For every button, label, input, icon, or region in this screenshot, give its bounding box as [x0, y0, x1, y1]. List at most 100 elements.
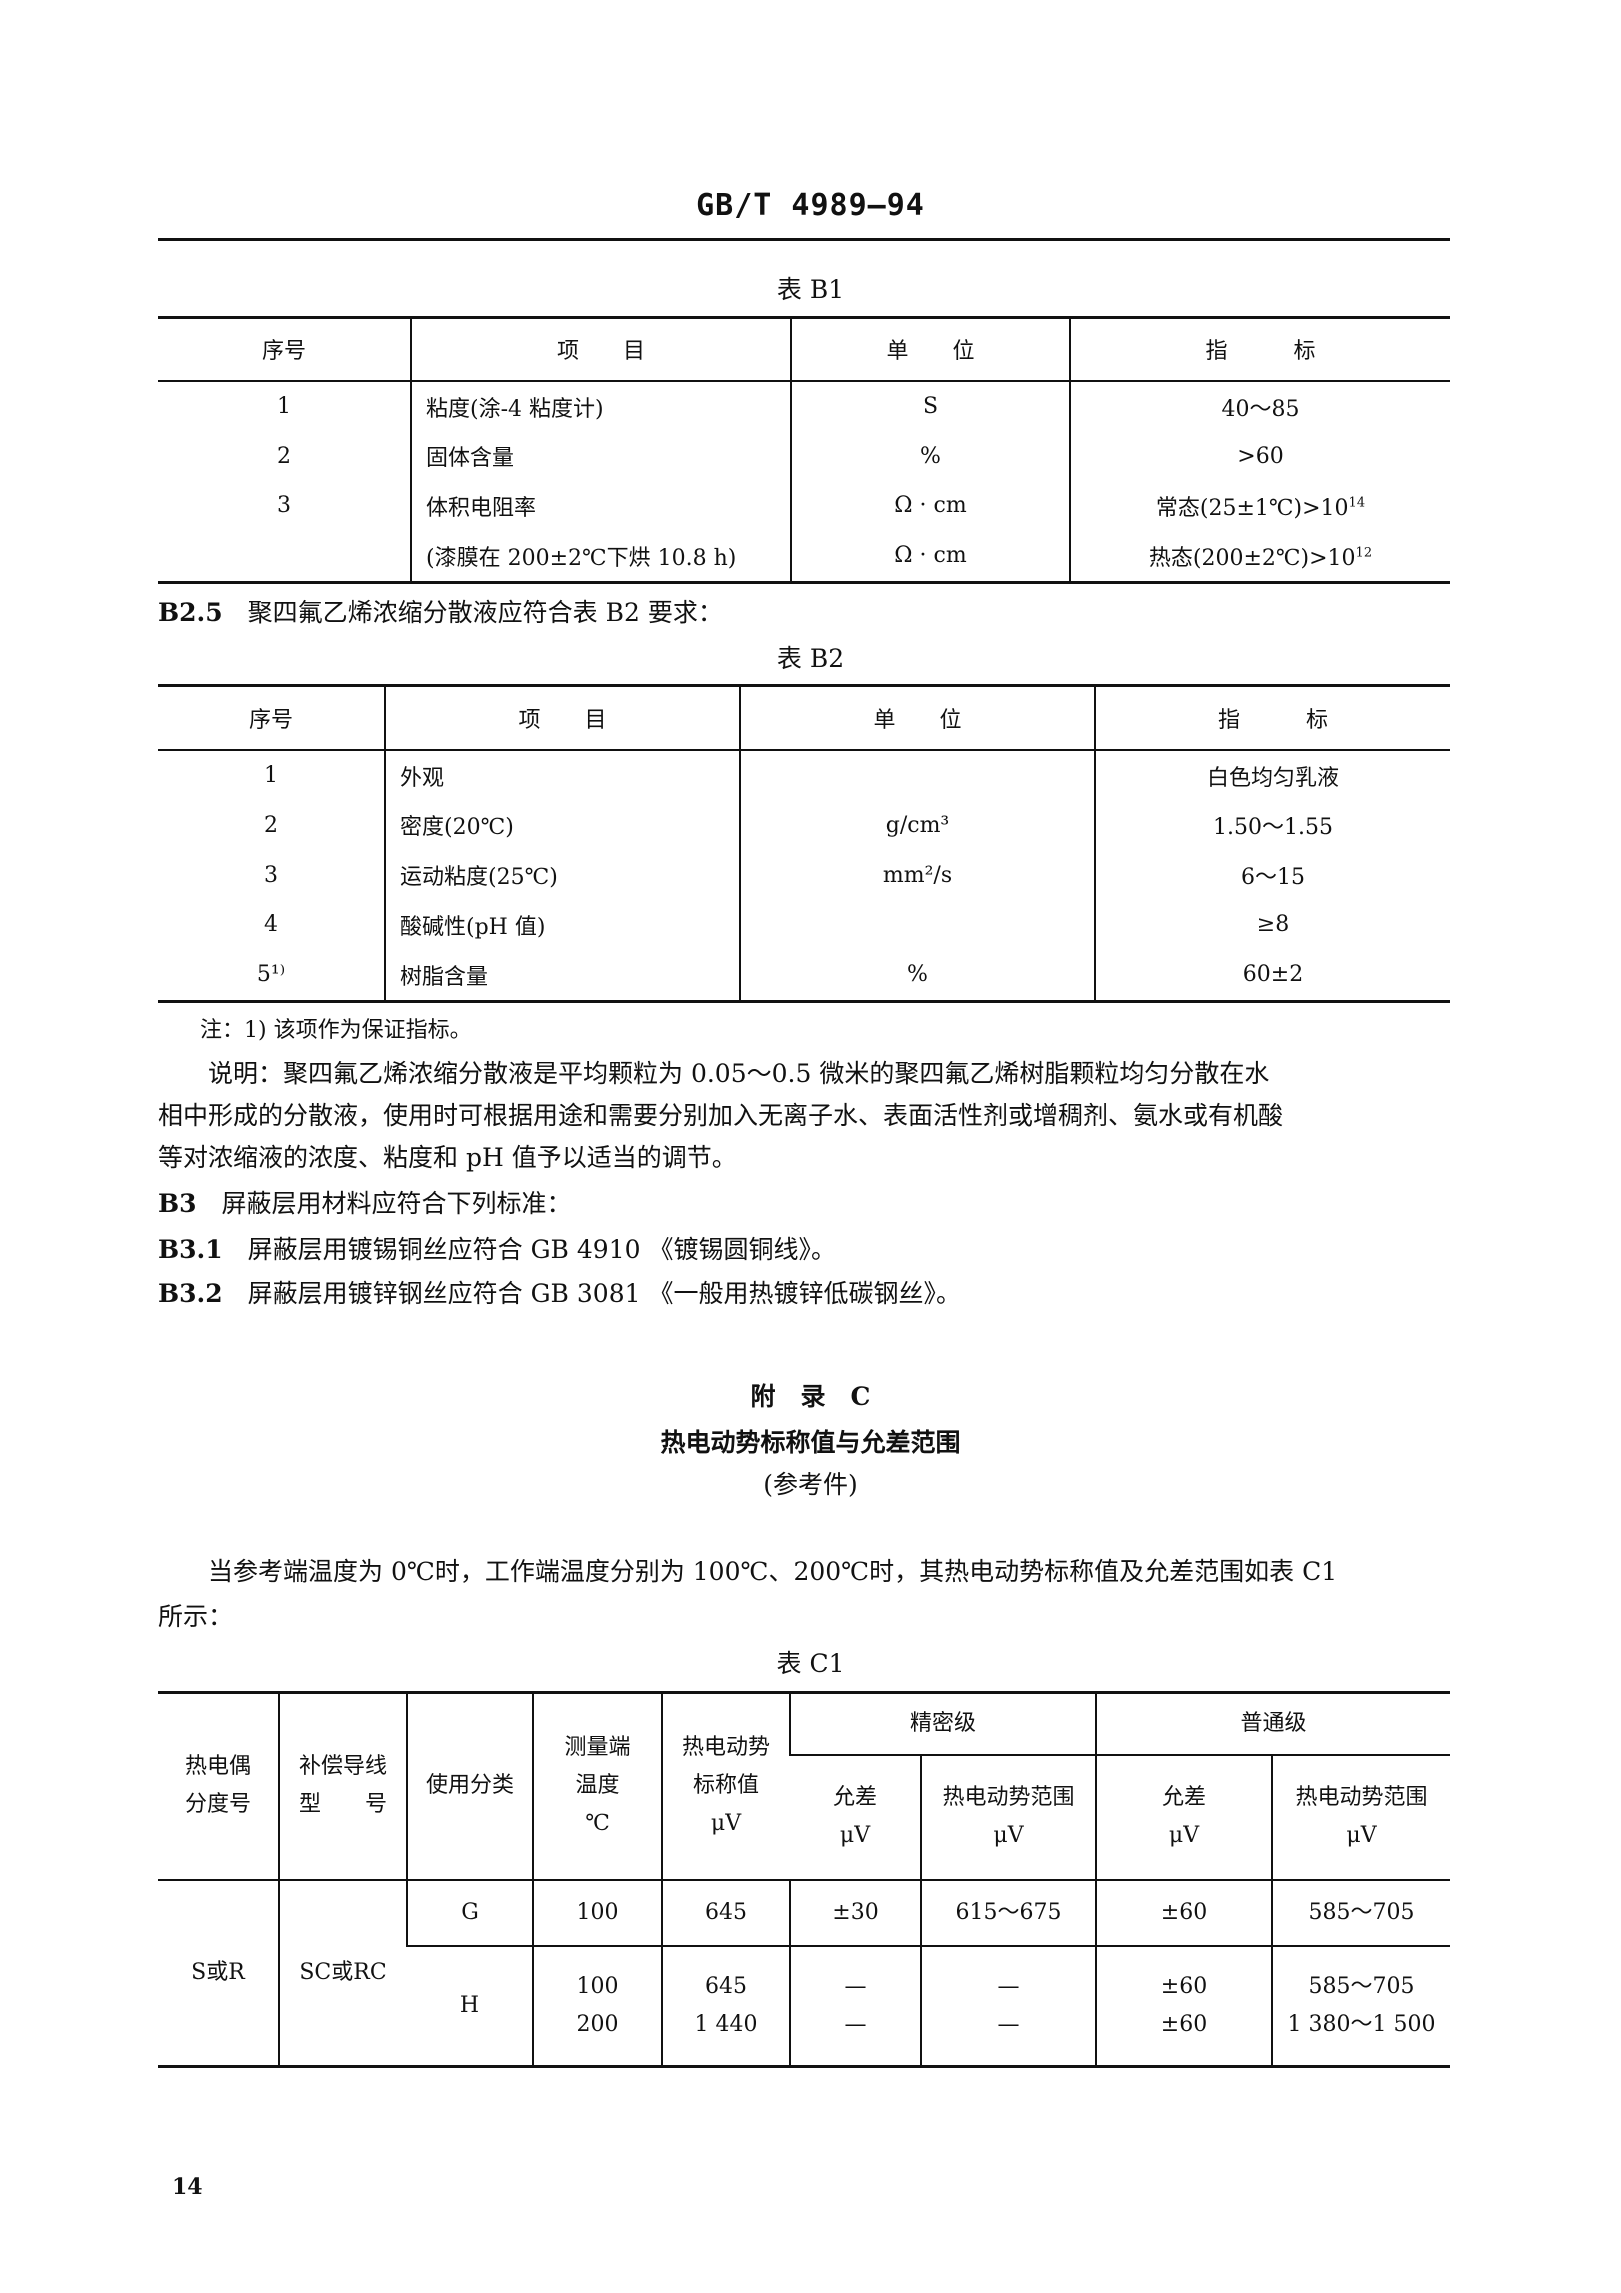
cell: 585～705	[1271, 1879, 1450, 1946]
table-b1: 序号项 目单 位指 标 1 粘度(涂-4 粘度计) S 40～85 2 固体含量% >60…	[158, 316, 1450, 584]
cell: 粘度(涂-4 粘度计)	[410, 380, 791, 432]
table-b2: 序号项 目单 位指 标 1 外观 白色均匀乳液 2 密度(20℃) g/cm³ 1.50～…	[158, 684, 1450, 1003]
clause-number: B3.2	[158, 1279, 223, 1308]
cell: 615～675	[920, 1879, 1096, 1946]
table-b1-caption: 表 B1	[776, 275, 845, 304]
col-header-range: 热电动势范围 μV	[1271, 1754, 1450, 1881]
col-header-normal: 普通级	[1095, 1692, 1450, 1756]
appendix-title: 热电动势标称值与允差范围	[660, 1428, 961, 1457]
col-header-wire: 补偿导线型 号	[278, 1692, 407, 1881]
clause-number: B2.5	[158, 598, 223, 627]
value-text: 常态(25±1℃)>10	[1155, 495, 1349, 521]
col-header: 单 位	[739, 685, 1095, 751]
cell: 2	[264, 812, 278, 838]
cell: 585～705 1 380～1 500	[1271, 1945, 1450, 2067]
cell: Ω · cm	[790, 530, 1070, 583]
cell: 100	[532, 1879, 662, 1946]
cell: 体积电阻率	[410, 481, 791, 531]
clause-b3: B3 屏蔽层用材料应符合下列标准：	[158, 1183, 1450, 1225]
table-b2-caption: 表 B2	[776, 644, 845, 673]
table-row: 1 外观 白色均匀乳液	[158, 749, 1450, 801]
cell: 645	[661, 1879, 790, 1946]
cell: 40～85	[1069, 380, 1450, 432]
table-c1-caption: 表 C1	[776, 1649, 845, 1678]
cell: 酸碱性(pH 值)	[384, 899, 740, 950]
clause-b3-2: B3.2 屏蔽层用镀锌钢丝应符合 GB 3081 《一般用热镀锌低碳钢丝》。	[158, 1273, 1450, 1315]
table-row: 5¹⁾ 树脂含量% 60±2	[158, 949, 1450, 1002]
table-row: 3 体积电阻率 Ω · cm 常态(25±1℃)>1014	[158, 481, 1450, 531]
cell: g/cm³	[739, 800, 1095, 851]
cell: ≥8	[1094, 899, 1450, 950]
exponent: 14	[1348, 495, 1366, 511]
intro-line-2: 所示：	[158, 1602, 234, 1631]
cell: — —	[789, 1945, 921, 2067]
cell: 常态(25±1℃)>1014	[1069, 481, 1450, 531]
table-row: 4 酸碱性(pH 值) ≥8	[158, 899, 1450, 950]
cell: 6～15	[1094, 850, 1450, 900]
cell: 外观	[384, 749, 740, 801]
cell: 1.50～1.55	[1094, 800, 1450, 851]
cell: 60±2	[1094, 949, 1450, 1002]
text-line: 说明：聚四氟乙烯浓缩分散液是平均颗粒为 0.05～0.5 微米的聚四氟乙烯树脂颗…	[208, 1059, 1270, 1088]
cell: ±60	[1095, 1879, 1272, 1946]
exponent: 12	[1355, 545, 1373, 561]
cell: S	[790, 380, 1070, 432]
col-header-emf: 热电动势 标称值 μV	[661, 1692, 790, 1881]
cell: 固体含量	[410, 431, 791, 482]
cell: 5¹⁾	[256, 962, 286, 988]
cell: 645 1 440	[661, 1945, 790, 2067]
cell: ±60 ±60	[1095, 1945, 1272, 2067]
explanation-line-2: 相中形成的分散液，使用时可根据用途和需要分别加入无离子水、表面活性剂或增稠剂、氨…	[158, 1101, 1284, 1130]
cell-thermocouple: S或R	[191, 1959, 245, 1985]
cell: 运动粘度(25℃)	[384, 850, 740, 900]
explanation-line-3: 等对浓缩液的浓度、粘度和 pH 值予以适当的调节。	[158, 1143, 737, 1172]
col-header: 项 目	[384, 685, 740, 751]
cell: 4	[264, 912, 278, 938]
table-row: S或R SC或RC G 100 645 ±30 615～675 ±60 585～…	[158, 1879, 1450, 2067]
col-header-range: 热电动势范围 μV	[920, 1754, 1096, 1881]
header-rule	[158, 238, 1450, 241]
cell: mm²/s	[739, 850, 1095, 900]
clause-text: 聚四氟乙烯浓缩分散液应符合表 B2 要求：	[247, 598, 723, 627]
cell: 1	[277, 394, 291, 420]
value-text: 热态(200±2℃)>10	[1148, 545, 1356, 571]
cell: Ω · cm	[790, 481, 1070, 531]
cell: 树脂含量	[384, 949, 740, 1002]
table-row: 2 固体含量% >60	[158, 431, 1450, 482]
cell	[739, 899, 1095, 950]
cell: >60	[1069, 431, 1450, 482]
cell: 2	[277, 443, 291, 469]
clause-text: 屏蔽层用镀锌钢丝应符合 GB 3081 《一般用热镀锌低碳钢丝》。	[247, 1279, 961, 1308]
cell	[158, 531, 411, 583]
clause-b3-1: B3.1 屏蔽层用镀锡铜丝应符合 GB 4910 《镀锡圆铜线》。	[158, 1229, 1450, 1271]
clause-text: 屏蔽层用镀锡铜丝应符合 GB 4910 《镀锡圆铜线》。	[247, 1235, 836, 1264]
col-header-temp: 测量端 温度 ℃	[532, 1692, 662, 1881]
clause-number: B3	[158, 1189, 197, 1218]
clause-text: 屏蔽层用材料应符合下列标准：	[221, 1189, 572, 1218]
col-header: 序号	[158, 317, 411, 382]
col-header-tol: 允差 μV	[1095, 1754, 1272, 1881]
cell: %	[790, 431, 1070, 482]
clause-number: B3.1	[158, 1235, 223, 1264]
col-header-precision: 精密级	[789, 1692, 1096, 1756]
table-row: H 100 200 645 1 440 — — — — ±60 ±60 585～705 1 …	[158, 1945, 1450, 2067]
col-header-tol: 允差 μV	[790, 1754, 921, 1881]
table-row: 3 运动粘度(25℃) mm²/s 6～15	[158, 850, 1450, 900]
col-header-usage: 使用分类	[406, 1692, 533, 1881]
clause-b2-5: B2.5 聚四氟乙烯浓缩分散液应符合表 B2 要求：	[158, 592, 1450, 634]
col-header: 单 位	[790, 317, 1070, 382]
col-header-thermocouple: 热电偶 分度号	[158, 1692, 279, 1881]
intro-line-1: 当参考端温度为 0℃时，工作端温度分别为 100℃、200℃时，其热电动势标称值…	[208, 1557, 1338, 1586]
cell: — —	[920, 1945, 1096, 2067]
table-note: 注：1) 该项作为保证指标。	[200, 1018, 472, 1043]
table-c1: 热电偶 分度号 补偿导线型 号 使用分类 测量端 温度 ℃ 热电动势 标称值 μV 精密级…	[158, 1691, 1450, 2068]
table-row: 1 粘度(涂-4 粘度计) S 40～85	[158, 380, 1450, 432]
cell: ±30	[789, 1879, 921, 1946]
cell-wire: SC或RC	[278, 1879, 407, 2067]
cell: 100 200	[532, 1945, 662, 2067]
appendix-label: 附 录 C	[750, 1382, 871, 1411]
appendix-note: (参考件)	[763, 1470, 858, 1499]
col-header: 序号	[158, 685, 385, 751]
cell: 1	[264, 763, 278, 789]
explanation-paragraph: 说明：聚四氟乙烯浓缩分散液是平均颗粒为 0.05～0.5 微米的聚四氟乙烯树脂颗…	[158, 1053, 1450, 1095]
